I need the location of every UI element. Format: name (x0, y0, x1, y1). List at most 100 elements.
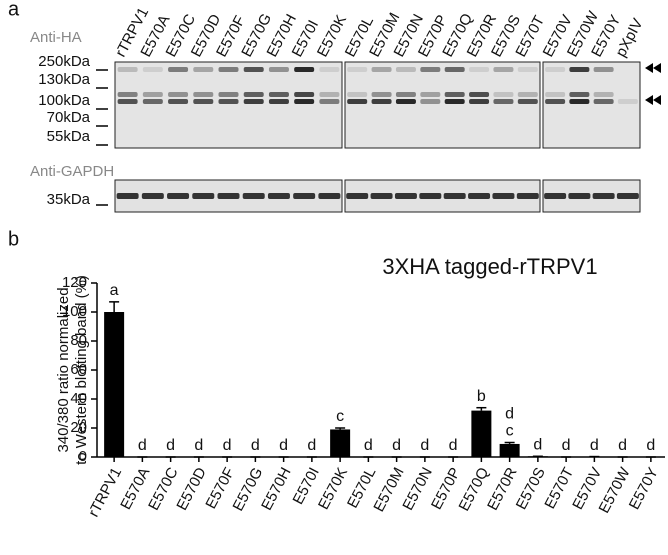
band (269, 99, 289, 104)
band (219, 99, 239, 104)
band (168, 92, 188, 97)
marker-label: 55kDa (47, 128, 91, 145)
marker-label: 70kDa (47, 109, 91, 126)
significance-label: d (307, 437, 316, 454)
band (372, 99, 392, 104)
band (420, 99, 440, 104)
band (268, 193, 290, 199)
band (167, 193, 189, 199)
significance-label: d (533, 436, 542, 453)
band (118, 67, 138, 72)
panel-label: b (8, 228, 19, 250)
band (372, 67, 392, 72)
band (347, 99, 367, 104)
antibody-label: Anti-HA (30, 29, 82, 46)
band (143, 99, 163, 104)
significance-label: d (646, 437, 655, 454)
chart-title: 3XHA tagged-rTRPV1 (382, 254, 597, 279)
band (347, 67, 367, 72)
band (518, 92, 538, 97)
band (545, 92, 565, 97)
band (269, 67, 289, 72)
significance-label: d (420, 437, 429, 454)
band (243, 193, 265, 199)
arrows (645, 63, 661, 105)
band (593, 193, 615, 199)
band (545, 67, 565, 72)
band (568, 193, 590, 199)
band (118, 99, 138, 104)
band (244, 99, 264, 104)
significance-label: d (364, 437, 373, 454)
y-tick-label: 100 (62, 303, 87, 320)
significance-label: d (251, 437, 260, 454)
band (469, 99, 489, 104)
marker-label: 130kDa (38, 71, 90, 88)
band (419, 193, 441, 199)
band (244, 67, 264, 72)
significance-label: d (138, 437, 147, 454)
band (168, 99, 188, 104)
band (244, 92, 264, 97)
band (444, 193, 466, 199)
significance-label: d (618, 437, 627, 454)
significance-label: a (110, 282, 119, 299)
band (168, 67, 188, 72)
band (445, 67, 465, 72)
band (219, 92, 239, 97)
band (294, 92, 314, 97)
marker-label: 35kDa (47, 191, 91, 208)
band (618, 99, 638, 104)
band (192, 193, 214, 199)
band (319, 67, 339, 72)
band (517, 193, 539, 199)
band (347, 92, 367, 97)
band (469, 92, 489, 97)
bar (104, 312, 124, 457)
band (218, 193, 240, 199)
band (346, 193, 368, 199)
band (518, 67, 538, 72)
blot (543, 62, 640, 148)
band (569, 92, 589, 97)
significance-label: d (449, 437, 458, 454)
blot (115, 62, 342, 148)
band (219, 67, 239, 72)
y-tick-label: 40 (70, 390, 87, 407)
significance-label: d (392, 437, 401, 454)
band (420, 67, 440, 72)
band (118, 92, 138, 97)
y-tick-label: 20 (70, 419, 87, 436)
band (395, 193, 417, 199)
band (142, 193, 164, 199)
significance-label: d (194, 437, 203, 454)
band (493, 92, 513, 97)
band (492, 193, 514, 199)
x-tick-label: rTRPV1 (85, 465, 125, 520)
band (143, 67, 163, 72)
significance-label: d (590, 437, 599, 454)
band (493, 67, 513, 72)
band (569, 99, 589, 104)
band (293, 193, 315, 199)
band (371, 193, 393, 199)
bar (500, 444, 520, 457)
band (193, 67, 213, 72)
antibody-label: Anti-GAPDH (30, 163, 114, 180)
band (396, 92, 416, 97)
y-tick-label: 0 (79, 448, 87, 465)
band (518, 99, 538, 104)
band (294, 99, 314, 104)
band (319, 99, 339, 104)
band (372, 92, 392, 97)
band (318, 193, 340, 199)
panel-label: a (8, 0, 20, 20)
band (594, 67, 614, 72)
significance-label: c (506, 423, 514, 440)
band (445, 99, 465, 104)
significance-label: d (562, 437, 571, 454)
band (493, 99, 513, 104)
band (594, 92, 614, 97)
blot (345, 62, 540, 148)
